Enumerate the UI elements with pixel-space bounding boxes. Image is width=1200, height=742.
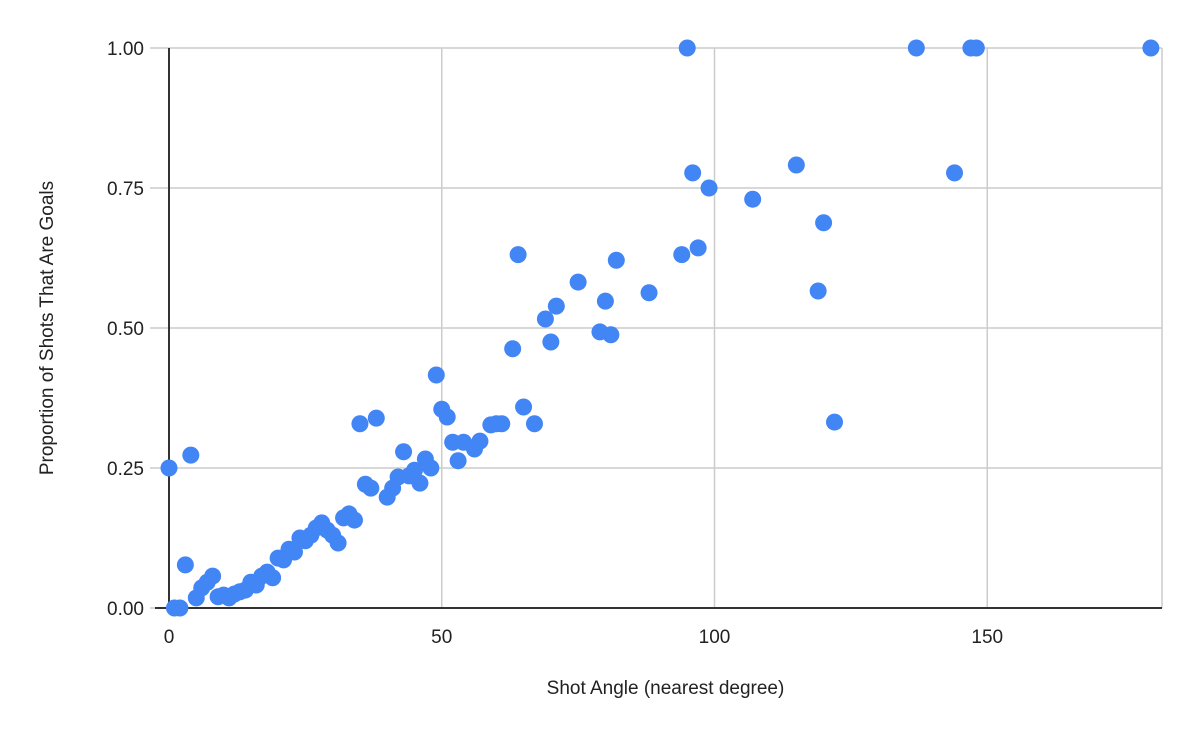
data-point bbox=[411, 474, 429, 492]
y-tick-label: 0.25 bbox=[107, 459, 144, 480]
data-point bbox=[525, 415, 543, 433]
data-point bbox=[907, 39, 925, 57]
data-point bbox=[160, 459, 178, 477]
data-point bbox=[422, 459, 440, 477]
data-point bbox=[395, 443, 413, 461]
y-tick-label: 0.50 bbox=[107, 319, 144, 340]
data-point bbox=[787, 156, 805, 174]
data-point bbox=[509, 246, 527, 264]
data-point bbox=[427, 366, 445, 384]
data-point bbox=[362, 479, 380, 497]
data-point bbox=[809, 282, 827, 300]
data-point bbox=[345, 511, 363, 529]
data-point bbox=[536, 310, 554, 328]
data-point bbox=[700, 179, 718, 197]
data-point bbox=[515, 398, 533, 416]
data-point bbox=[351, 415, 369, 433]
x-axis-title: Shot Angle (nearest degree) bbox=[546, 678, 785, 699]
data-point bbox=[689, 239, 707, 257]
data-point bbox=[264, 569, 282, 587]
y-tick-label: 0.00 bbox=[107, 599, 144, 620]
tick-labels: 0.00 0.25 0.50 0.75 1.00 0 50 100 150 bbox=[107, 39, 1003, 648]
data-point bbox=[449, 452, 467, 470]
data-point bbox=[285, 543, 303, 561]
data-point bbox=[405, 461, 423, 479]
data-point bbox=[673, 246, 691, 264]
data-points bbox=[160, 39, 1160, 617]
data-point bbox=[367, 409, 385, 427]
data-point bbox=[607, 251, 625, 269]
data-point bbox=[329, 534, 347, 552]
data-point bbox=[744, 190, 762, 208]
data-point bbox=[569, 273, 587, 291]
data-point bbox=[438, 408, 456, 426]
y-tick-label: 1.00 bbox=[107, 39, 144, 60]
data-point bbox=[946, 164, 964, 182]
x-tick-label: 150 bbox=[971, 627, 1003, 648]
data-point bbox=[1142, 39, 1160, 57]
data-point bbox=[182, 446, 200, 464]
data-point bbox=[815, 214, 833, 232]
y-tick-label: 0.75 bbox=[107, 179, 144, 200]
data-point bbox=[596, 292, 614, 310]
x-tick-label: 0 bbox=[164, 627, 175, 648]
x-tick-label: 100 bbox=[699, 627, 731, 648]
data-point bbox=[493, 415, 511, 433]
data-point bbox=[547, 297, 565, 315]
data-point bbox=[602, 326, 620, 344]
data-point bbox=[471, 432, 489, 450]
data-point bbox=[640, 284, 658, 302]
y-axis-title: Proportion of Shots That Are Goals bbox=[37, 180, 58, 476]
data-point bbox=[171, 599, 189, 617]
data-point bbox=[176, 556, 194, 574]
data-point bbox=[684, 164, 702, 182]
y-axis-title-container: Proportion of Shots That Are Goals bbox=[28, 48, 68, 608]
data-point bbox=[204, 567, 222, 585]
data-point bbox=[967, 39, 985, 57]
data-point bbox=[826, 413, 844, 431]
axes bbox=[155, 48, 1162, 609]
data-point bbox=[542, 333, 560, 351]
x-tick-label: 50 bbox=[431, 627, 452, 648]
data-point bbox=[678, 39, 696, 57]
data-point bbox=[504, 340, 522, 358]
gridlines bbox=[150, 47, 1163, 609]
